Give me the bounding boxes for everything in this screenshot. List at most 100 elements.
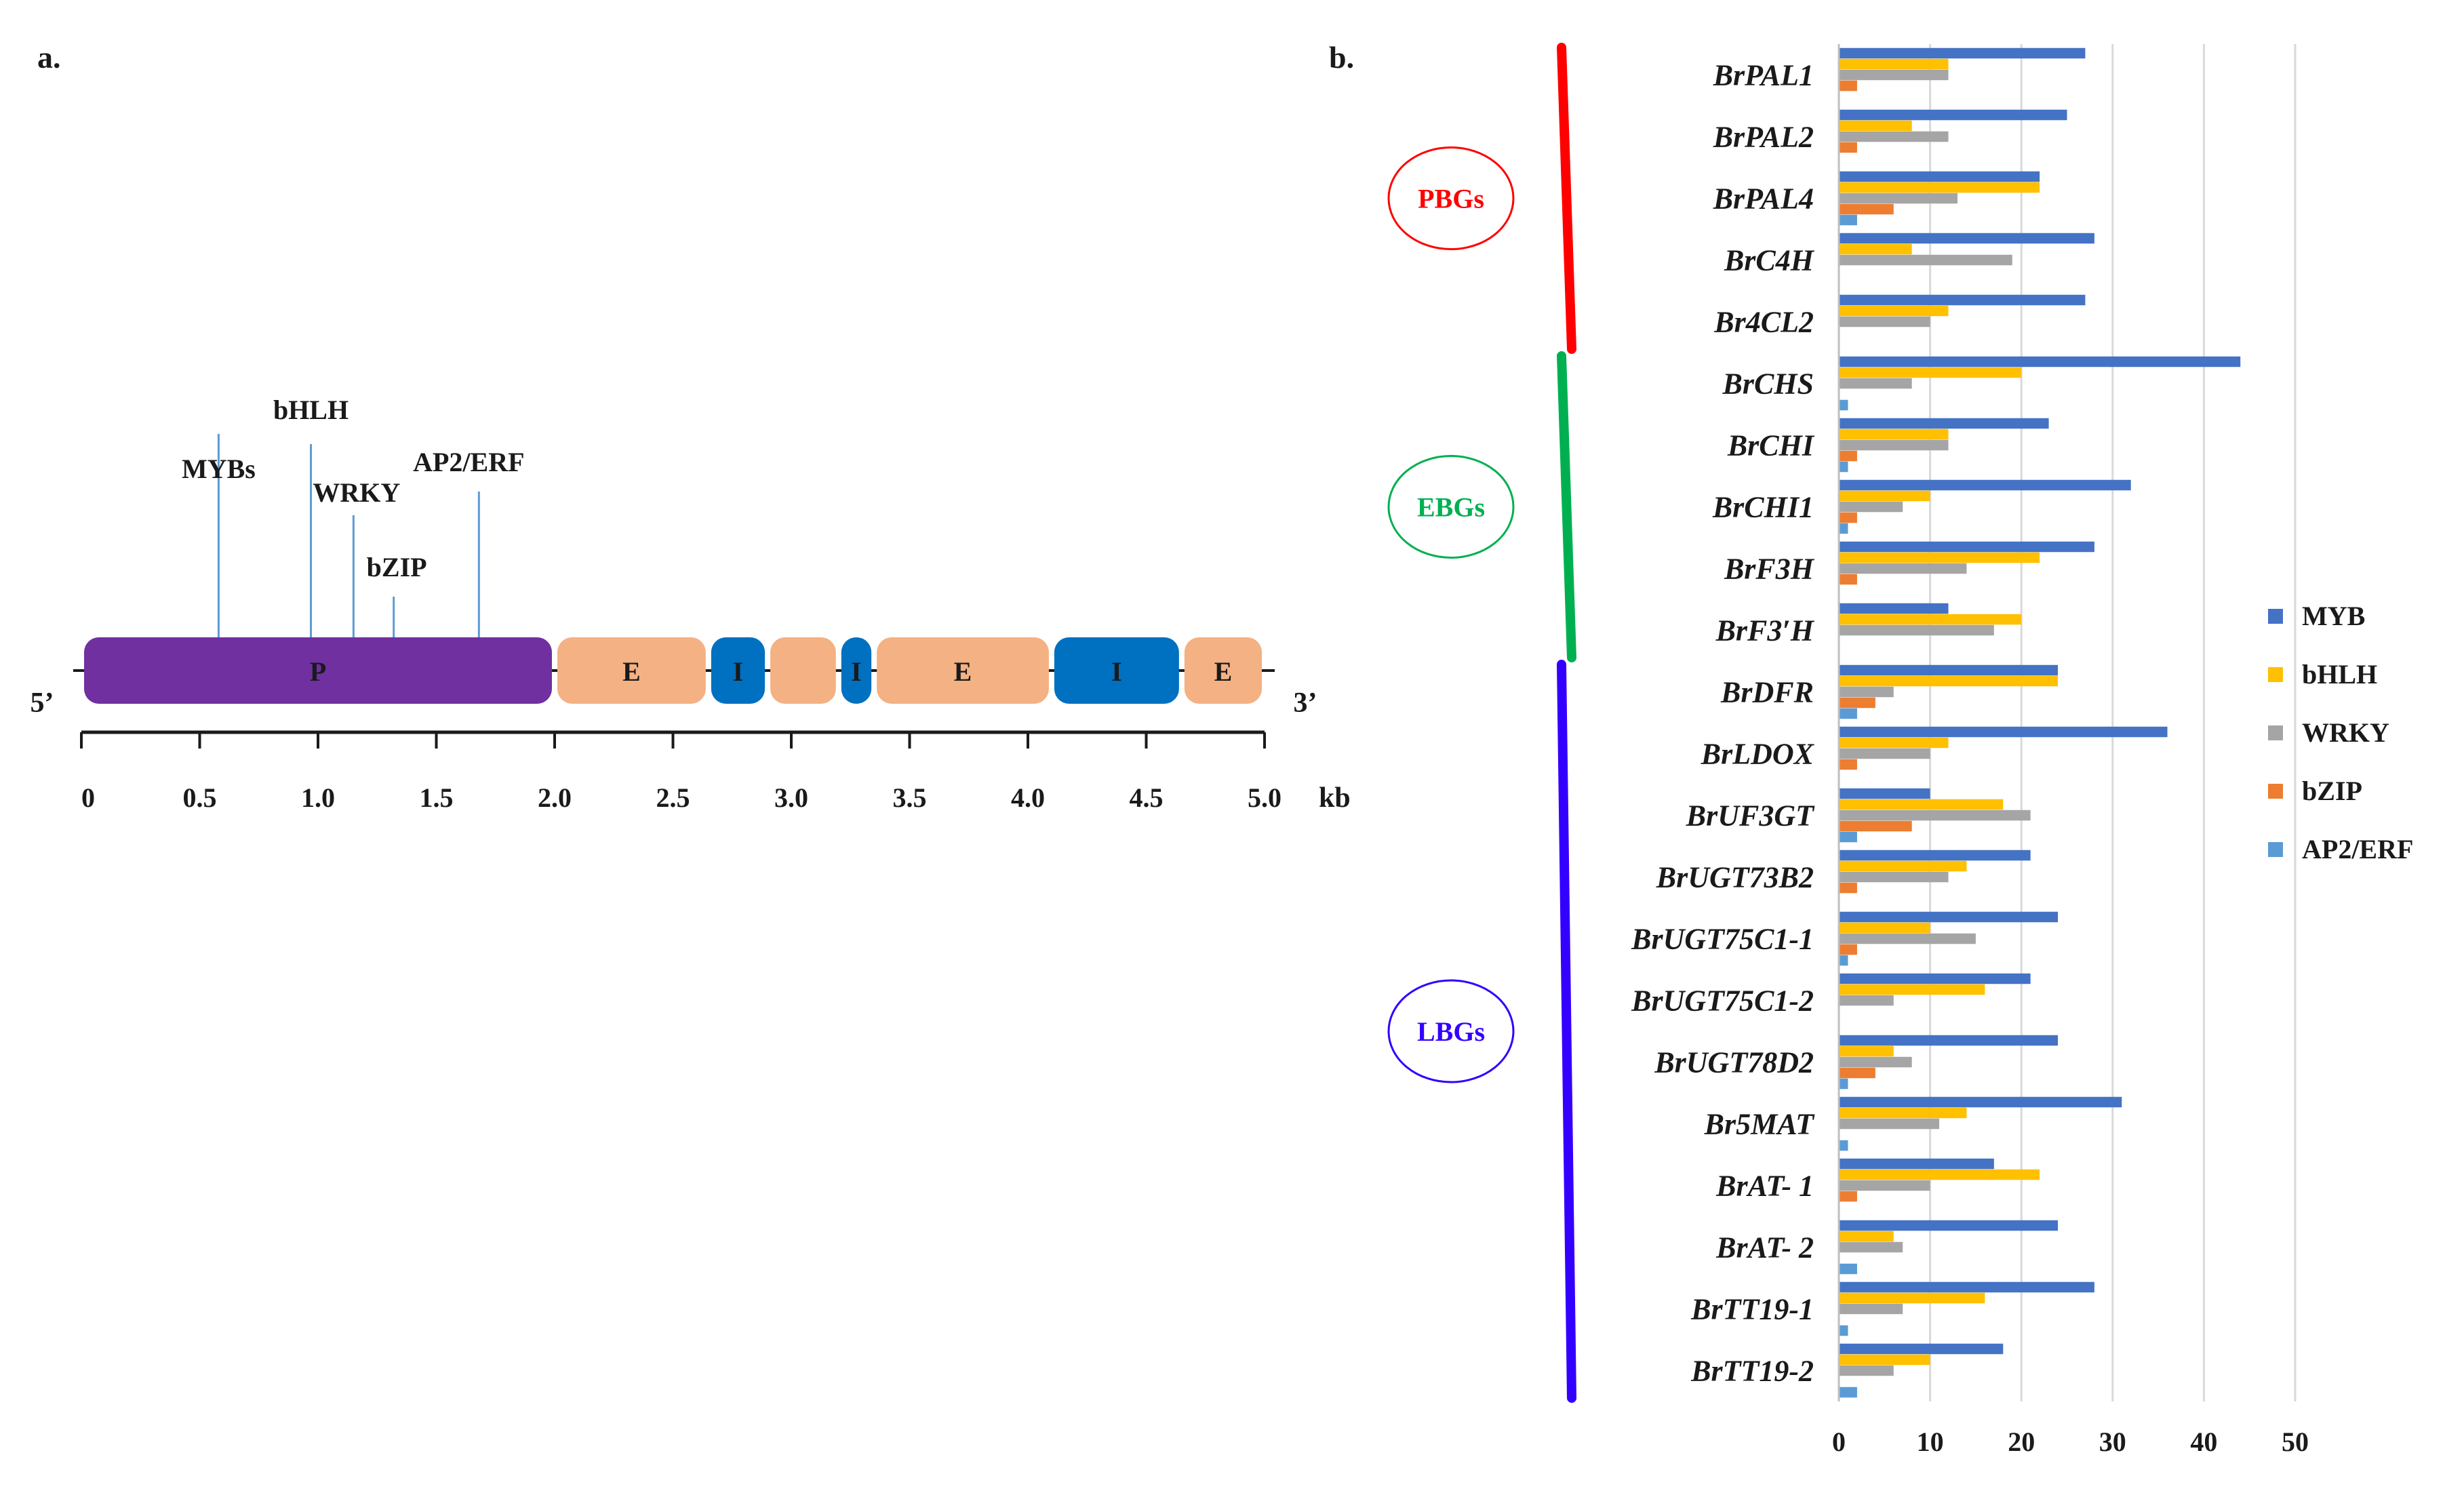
x-tick-label-1: 10 [1917,1427,1944,1457]
legend-swatch-1 [2268,667,2283,682]
bar-MYB-15 [1839,973,2031,984]
gene-label-10: BrDFR [1720,676,1814,709]
legend-label-0: MYB [2302,601,2365,631]
bar-bZIP-1 [1839,142,1857,153]
bar-bZIP-6 [1839,450,1857,462]
bar-MYB-7 [1839,479,2131,491]
gene-label-0: BrPAL1 [1713,59,1814,92]
gene-label-7: BrCHI1 [1712,491,1814,524]
scale-tick-label-4: 2.0 [538,782,572,813]
bar-WRKY-0 [1839,69,1949,81]
bar-MYB-6 [1839,418,2049,429]
scale-tick-label-6: 3.0 [774,782,808,813]
bar-MYB-19 [1839,1220,2059,1231]
bar-bHLH-6 [1839,428,1949,440]
bar-WRKY-4 [1839,316,1930,327]
gene-label-11: BrLDOX [1701,738,1815,771]
bar-bHLH-18 [1839,1169,2040,1180]
bar-WRKY-1 [1839,131,1949,142]
gene-label-16: BrUGT78D2 [1654,1046,1814,1079]
segment-6 [1054,637,1179,704]
x-tick-label-2: 20 [2008,1427,2035,1457]
bar-bHLH-14 [1839,922,1930,934]
gene-label-19: BrAT- 2 [1715,1231,1814,1264]
scale-tick-label-8: 4.0 [1011,782,1045,813]
segment-5 [877,637,1049,704]
gene-label-6: BrCHI [1727,429,1815,462]
bar-bHLH-17 [1839,1107,1967,1119]
gene-groups: PBGs EBGs LBGs [1387,43,1576,1403]
three-prime-label: 3’ [1294,687,1317,719]
bar-WRKY-21 [1839,1365,1894,1376]
segment-7 [1184,637,1262,704]
bar-AP2ERF-19 [1839,1263,1857,1275]
bar-MYB-14 [1839,911,2059,923]
legend-swatch-2 [2268,725,2283,740]
x-tick-label-4: 40 [2190,1427,2217,1457]
bar-WRKY-7 [1839,501,1903,513]
legend-swatch-0 [2268,609,2283,624]
bar-bZIP-16 [1839,1067,1875,1079]
bar-WRKY-9 [1839,624,1994,636]
x-tick-label-3: 30 [2099,1427,2126,1457]
gene-label-18: BrAT- 1 [1715,1170,1814,1203]
segment-4 [841,637,872,704]
scale-tick-label-5: 2.5 [656,782,690,813]
group-bracket-0 [1557,43,1576,354]
bar-WRKY-5 [1839,378,1912,389]
gene-label-5: BrCHS [1722,367,1814,401]
bar-bHLH-9 [1839,614,2022,625]
bar-MYB-12 [1839,788,1930,799]
gene-label-17: Br5MAT [1704,1108,1816,1141]
gene-label-12: BrUF3GT [1686,799,1815,833]
bar-MYB-21 [1839,1343,2004,1355]
bar-MYB-17 [1839,1096,2122,1108]
scale-tick-label-3: 1.5 [420,782,454,813]
bar-MYB-13 [1839,850,2031,861]
bar-bHLH-15 [1839,984,1985,995]
bar-bHLH-8 [1839,552,2040,563]
bar-WRKY-12 [1839,810,2031,821]
gene-label-4: Br4CL2 [1713,306,1814,339]
bar-bHLH-4 [1839,305,1949,317]
bar-MYB-5 [1839,356,2241,367]
bar-WRKY-11 [1839,748,1930,759]
scale-tick-label-10: 5.0 [1248,782,1281,813]
group-label-1: EBGs [1417,492,1485,523]
bar-bZIP-7 [1839,512,1857,523]
bar-AP2ERF-21 [1839,1387,1857,1398]
bars [1839,47,2241,1398]
bar-WRKY-8 [1839,563,1967,574]
scale-tick-label-9: 4.5 [1130,782,1164,813]
legend-swatch-3 [2268,784,2283,799]
bar-MYB-16 [1839,1035,2059,1046]
scale-tick-label-7: 3.5 [893,782,927,813]
gene-label-8: BrF3H [1724,553,1815,586]
bar-WRKY-18 [1839,1180,1930,1191]
bar-WRKY-3 [1839,254,2012,266]
bar-WRKY-20 [1839,1303,1903,1315]
segment-3 [770,637,836,704]
scale-tick-label-1: 0.5 [183,782,217,813]
bar-bHLH-21 [1839,1354,1930,1366]
segment-label-5: E [954,656,972,687]
bar-bZIP-14 [1839,944,1857,955]
bar-bHLH-12 [1839,799,2004,810]
bar-bHLH-16 [1839,1045,1894,1057]
bar-AP2ERF-14 [1839,955,1848,966]
bar-MYB-10 [1839,664,2059,676]
site-label-3: bZIP [367,552,427,582]
segment-label-4: I [851,656,862,687]
chart-gridlines [1929,44,2297,1401]
bar-bHLH-0 [1839,58,1949,70]
x-tick-label-5: 50 [2282,1427,2309,1457]
bar-MYB-4 [1839,294,2086,306]
bar-MYB-8 [1839,541,2094,553]
bar-bZIP-8 [1839,574,1857,585]
bar-bHLH-19 [1839,1231,1894,1242]
legend-label-2: WRKY [2302,717,2389,748]
bar-bZIP-12 [1839,820,1912,832]
gene-label-15: BrUGT75C1-2 [1631,984,1814,1018]
bar-AP2ERF-10 [1839,708,1857,719]
